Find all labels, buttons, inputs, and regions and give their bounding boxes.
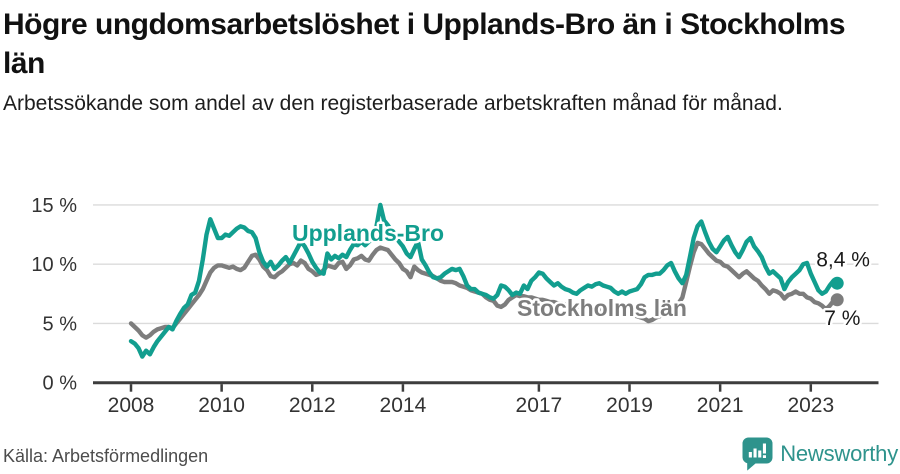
end-value-label-upplands-bro: 8,4 %: [816, 249, 870, 272]
x-axis-tick-label: 2023: [787, 394, 834, 417]
end-value-label-stockholms-l-n: 7 %: [824, 307, 860, 330]
y-axis-tick-label: 10 %: [31, 254, 77, 276]
newsworthy-wordmark: Newsworthy: [780, 441, 898, 466]
series-label-stockholms-l-n: Stockholms län: [517, 295, 687, 321]
x-axis-tick-label: 2021: [697, 394, 744, 417]
x-axis-tick-label: 2014: [380, 394, 427, 417]
upplands-bro-line: [128, 202, 840, 359]
x-axis-tick-label: 2017: [516, 394, 563, 417]
chart-subtitle: Arbetssökande som andel av den registerb…: [3, 92, 783, 115]
source-note: Källa: Arbetsförmedlingen: [3, 446, 209, 466]
newsworthy-logo: Newsworthy: [742, 437, 898, 471]
y-axis-tick-label: 5 %: [43, 313, 78, 335]
x-axis-tick-label: 2010: [198, 394, 245, 417]
y-axis-tick-label: 0 %: [43, 373, 78, 395]
newsworthy-icon: [742, 437, 773, 471]
chart-title: Högre ungdomsarbetslöshet i Upplands-Bro…: [3, 8, 846, 80]
series-label-upplands-bro: Upplands-Bro: [292, 220, 444, 246]
end-dot-stockholms-l-n: [830, 293, 844, 307]
y-axis-tick-label: 15 %: [31, 195, 77, 217]
x-axis-tick-label: 2019: [606, 394, 653, 417]
x-axis-tick-label: 2008: [108, 394, 155, 417]
x-axis-tick-label: 2012: [289, 394, 336, 417]
end-dot-upplands-bro: [830, 276, 844, 290]
